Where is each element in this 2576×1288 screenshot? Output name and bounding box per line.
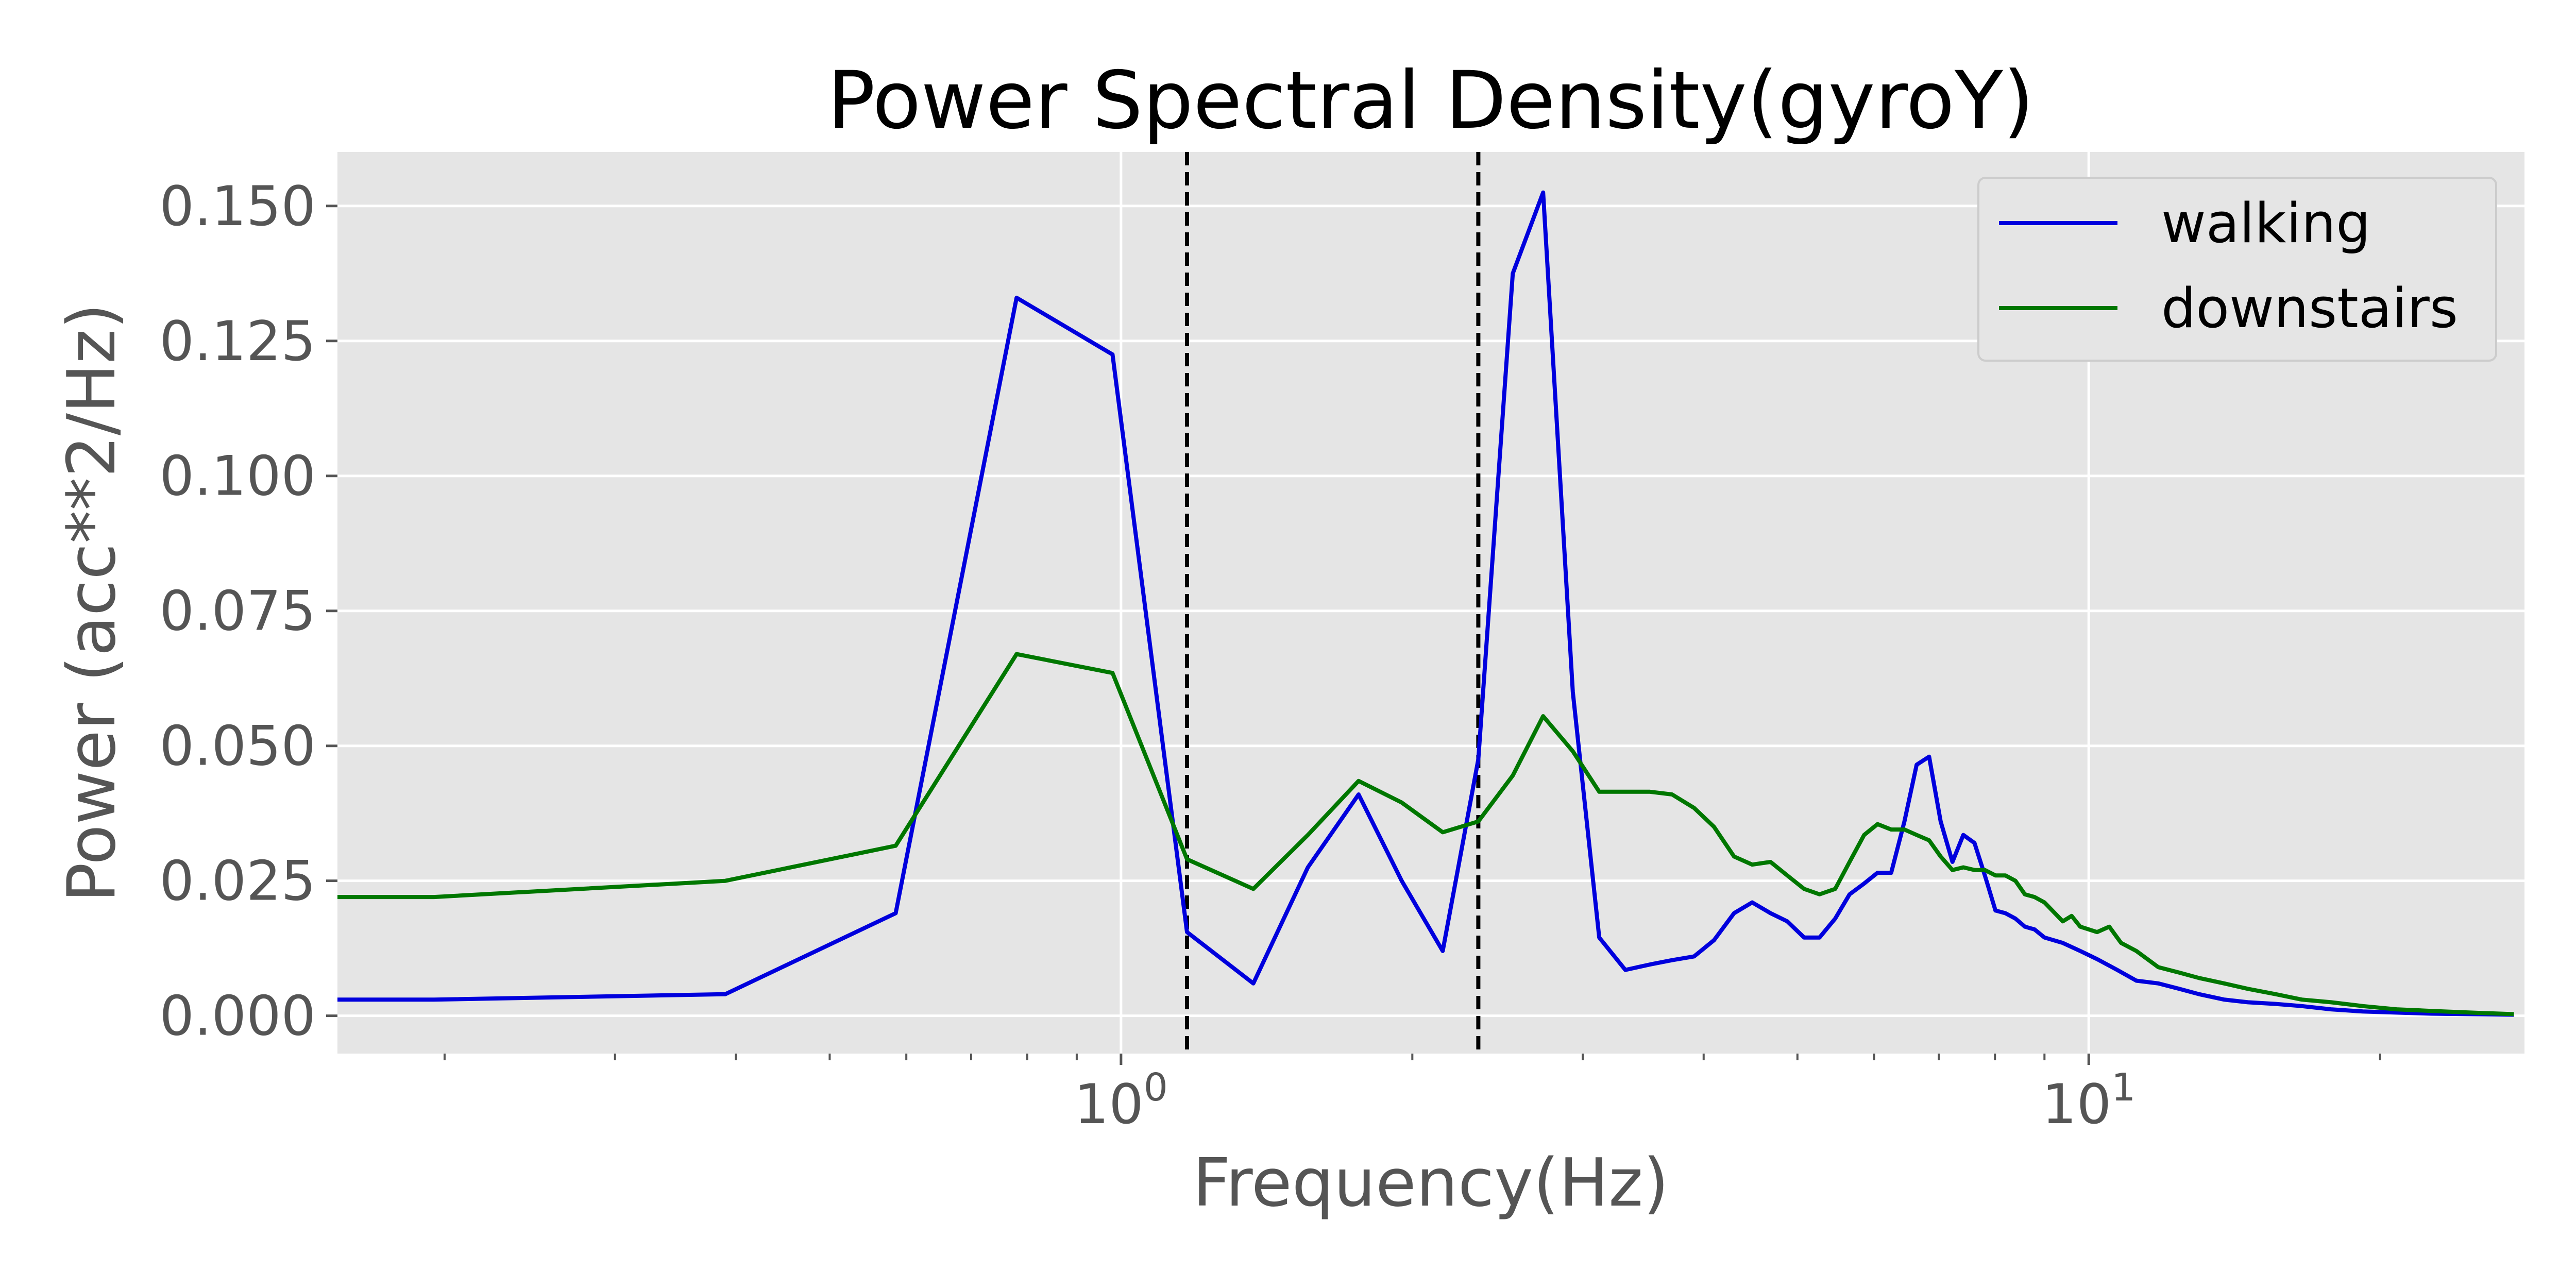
y-tick-label: 0.075 (160, 580, 316, 643)
series-line-downstairs (337, 652, 2514, 1016)
series-lines (337, 190, 2514, 1017)
legend-label-downstairs: downstairs (2161, 277, 2458, 340)
y-tick-label: 0.150 (160, 175, 316, 238)
y-axis-label: Power (acc**2/Hz) (54, 303, 130, 903)
y-axis-ticks: 0.000 0.025 0.050 0.075 0.100 0.125 0.150 (160, 175, 337, 1048)
minor-ticks (443, 1054, 2381, 1060)
x-tick-label: 100 (1074, 1065, 1168, 1136)
x-axis-label: Frequency(Hz) (1193, 1145, 1669, 1222)
chart-title: Power Spectral Density(gyroY) (827, 55, 2034, 147)
legend: walking downstairs (1977, 177, 2497, 362)
series-line-walking (337, 190, 2514, 1017)
y-tick-label: 0.100 (160, 445, 316, 508)
x-tick-label: 101 (2042, 1065, 2136, 1136)
y-tick-label: 0.000 (160, 985, 316, 1048)
x-axis-ticks: 100 101 (1074, 1054, 2136, 1136)
legend-label-walking: walking (2161, 192, 2370, 255)
reference-lines (1184, 152, 1481, 1054)
y-tick-label: 0.050 (160, 715, 316, 778)
y-tick-label: 0.025 (160, 850, 316, 913)
y-tick-label: 0.125 (160, 310, 316, 373)
